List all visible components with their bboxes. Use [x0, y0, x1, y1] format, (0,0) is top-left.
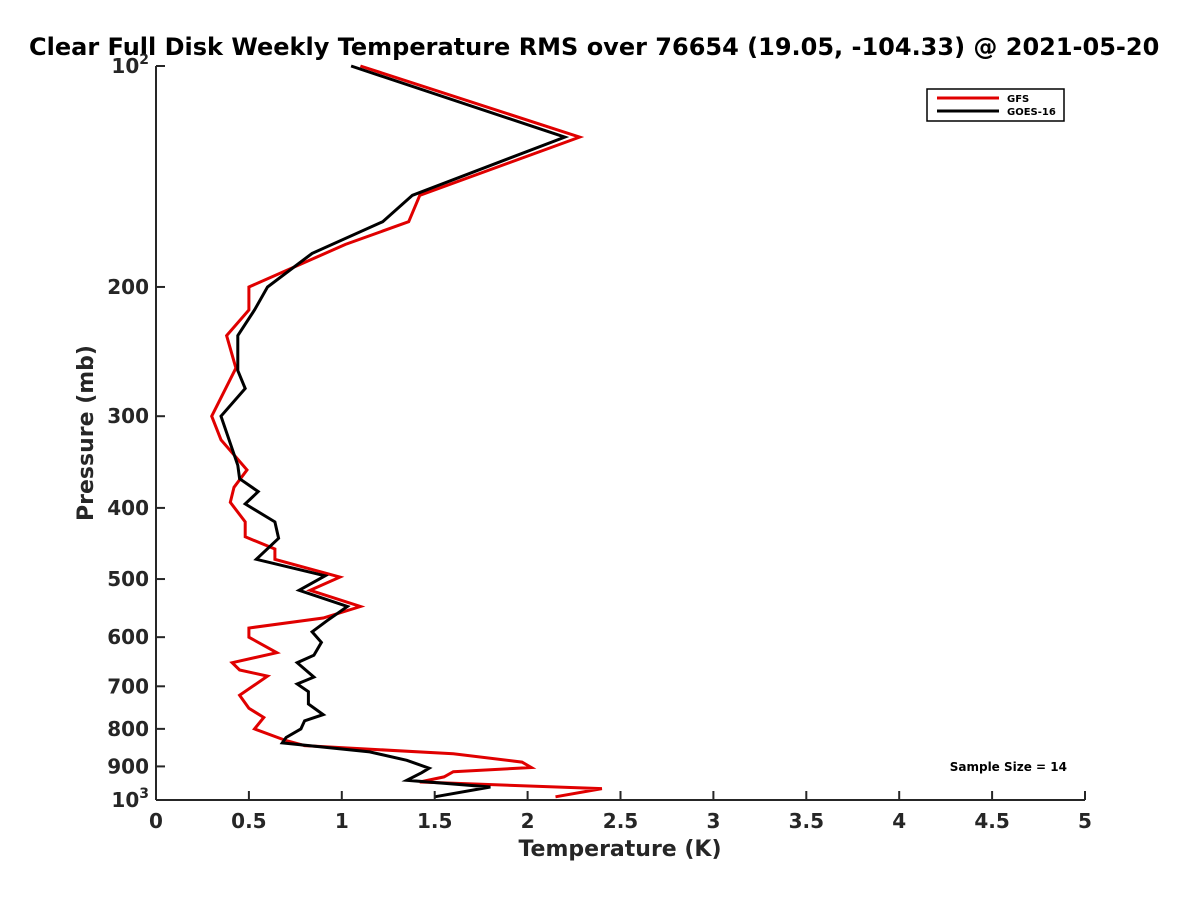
legend-box [926, 88, 1065, 122]
x-tick-label: 3.5 [789, 809, 824, 833]
y-tick-label: 103 [111, 786, 149, 812]
x-tick-label: 1.5 [417, 809, 452, 833]
x-tick-label: 1 [335, 809, 349, 833]
x-tick-label: 5 [1078, 809, 1092, 833]
y-tick-label: 600 [107, 625, 149, 649]
y-tick-label: 102 [111, 52, 149, 78]
x-tick-label: 2.5 [603, 809, 638, 833]
x-tick-label: 0.5 [231, 809, 266, 833]
y-tick-label: 300 [107, 404, 149, 428]
x-tick-label: 4 [892, 809, 906, 833]
x-tick-label: 2 [521, 809, 535, 833]
axes-layer: 0 0.5 1 1.5 2 2.5 3 3.5 4 4.5 5 102 200 300 400 500 600 7… [74, 52, 1092, 862]
chart-title: Clear Full Disk Weekly Temperature RMS o… [29, 33, 1159, 61]
y-tick-label: 800 [107, 717, 149, 741]
y-axis-label: Pressure (mb) [74, 345, 99, 521]
series-line-gfs [210, 64, 603, 799]
legend-label-gfs: GFS [1007, 94, 1029, 105]
x-tick-label: 0 [149, 809, 163, 833]
y-tick-label: 400 [107, 496, 149, 520]
x-axis-label: Temperature (K) [518, 837, 721, 862]
sample-size-annotation: Sample Size = 14 [950, 760, 1067, 774]
y-tick-label: 700 [107, 674, 149, 698]
series-layer [210, 64, 603, 799]
legend: GFS GOES-16 [926, 88, 1065, 122]
x-tick-label: 4.5 [974, 809, 1009, 833]
y-tick-label: 900 [107, 754, 149, 778]
series-line-goes-16 [219, 64, 570, 799]
y-tick-label: 200 [107, 275, 149, 299]
y-tick-label: 500 [107, 567, 149, 591]
x-tick-label: 3 [706, 809, 720, 833]
legend-label-goes-16: GOES-16 [1007, 107, 1056, 118]
